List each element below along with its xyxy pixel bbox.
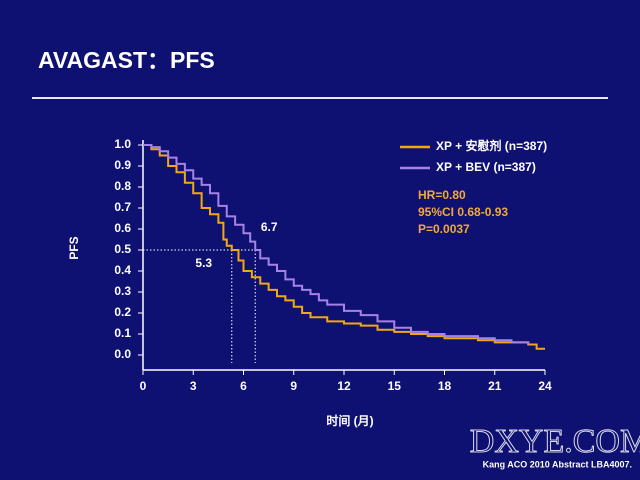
y-tick-label: 0.4: [114, 263, 131, 277]
legend-label: XP + 安慰剂 (n=387): [436, 138, 547, 153]
x-tick-label: 6: [240, 379, 247, 393]
stat-annotation: 95%CI 0.68-0.93: [418, 205, 508, 219]
y-tick-label: 0.7: [114, 200, 131, 214]
watermark: DXYE.COM: [470, 423, 640, 460]
legend-label: XP + BEV (n=387): [436, 160, 536, 174]
stat-annotation: HR=0.80: [418, 188, 466, 202]
y-tick-label: 0.6: [114, 221, 131, 235]
y-axis-label: PFS: [67, 236, 81, 259]
y-tick-label: 0.0: [114, 347, 131, 361]
median-label: 6.7: [261, 220, 278, 234]
x-tick-label: 24: [538, 379, 552, 393]
survival-curve: [143, 144, 530, 345]
y-tick-label: 0.9: [114, 158, 131, 172]
y-tick-label: 0.3: [114, 284, 131, 298]
footnote: Kang ACO 2010 Abstract LBA4007.: [483, 459, 632, 469]
survival-curve: [143, 144, 545, 350]
y-tick-label: 0.1: [114, 326, 131, 340]
y-tick-label: 0.5: [114, 242, 131, 256]
y-tick-label: 1.0: [114, 137, 131, 151]
x-tick-label: 12: [337, 379, 351, 393]
x-axis-label: 时间 (月): [326, 413, 373, 428]
x-tick-label: 3: [190, 379, 197, 393]
stat-annotation: P=0.0037: [418, 222, 470, 236]
x-tick-label: 18: [438, 379, 452, 393]
y-tick-label: 0.2: [114, 305, 131, 319]
slide-title: AVAGAST：PFS: [38, 47, 215, 73]
x-tick-label: 21: [488, 379, 502, 393]
x-tick-label: 15: [388, 379, 402, 393]
median-label: 5.3: [195, 256, 212, 270]
y-tick-label: 0.8: [114, 179, 131, 193]
x-tick-label: 9: [290, 379, 297, 393]
x-tick-label: 0: [140, 379, 147, 393]
